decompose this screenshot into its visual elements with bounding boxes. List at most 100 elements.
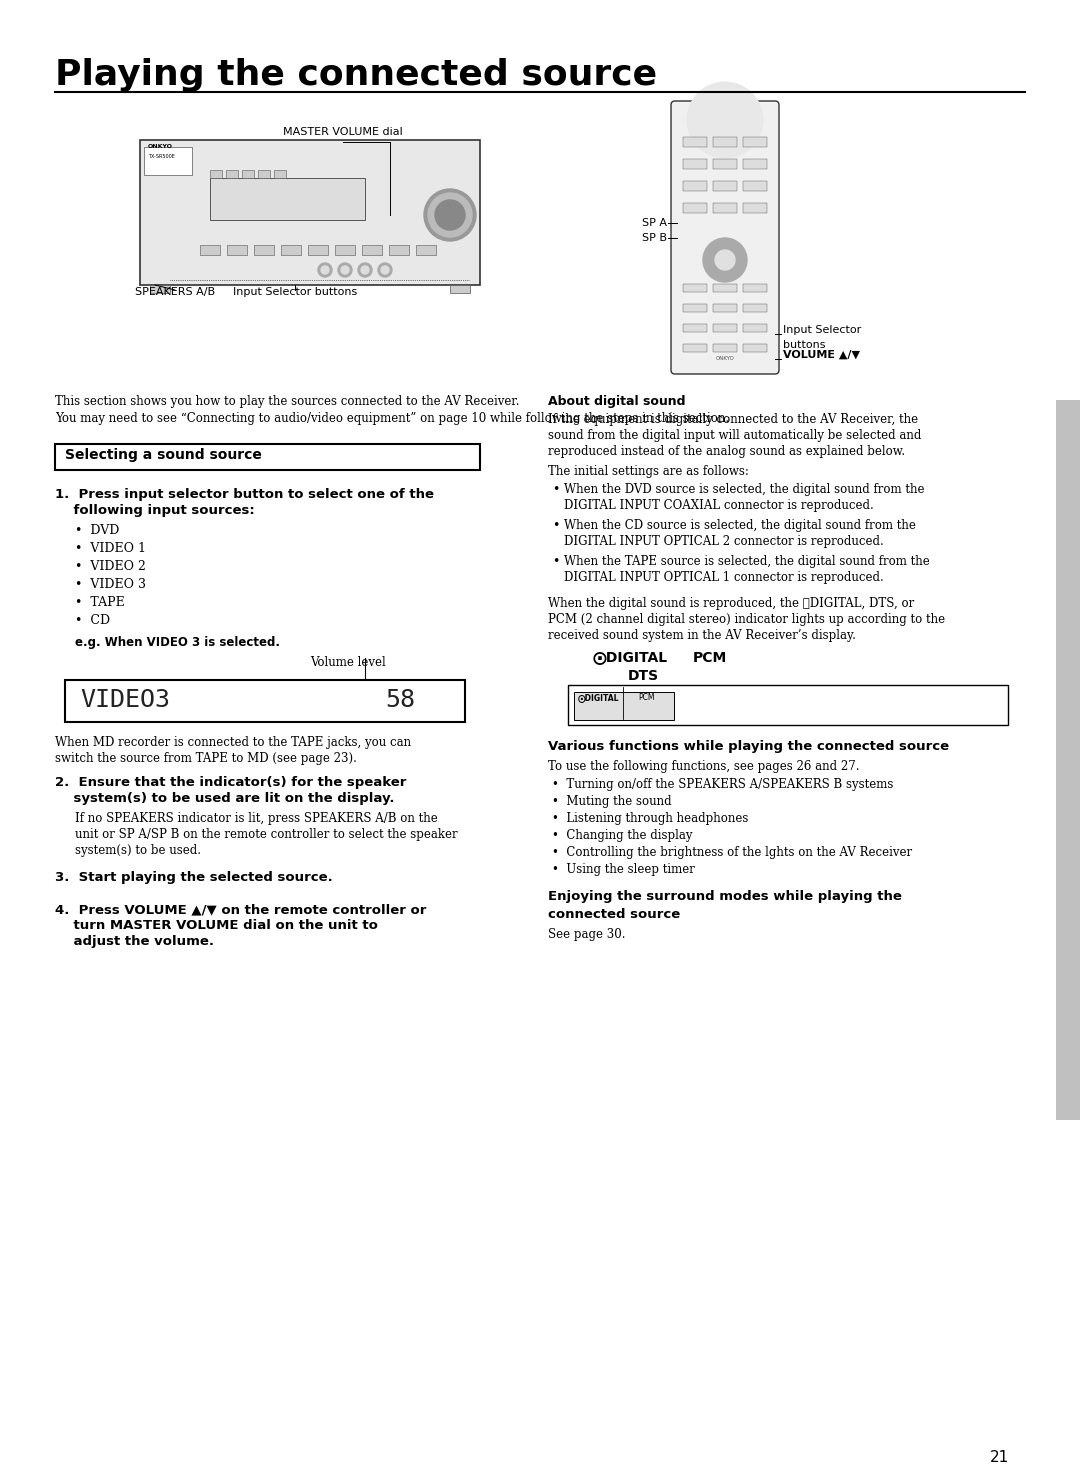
Text: PCM (2 channel digital stereo) indicator lights up according to the: PCM (2 channel digital stereo) indicator… — [548, 613, 945, 626]
Circle shape — [321, 266, 329, 275]
Text: When the TAPE source is selected, the digital sound from the: When the TAPE source is selected, the di… — [564, 555, 930, 568]
Bar — [226, 171, 238, 178]
Bar — [227, 245, 247, 255]
Bar — [416, 245, 436, 255]
Text: connected source: connected source — [548, 908, 680, 922]
Text: •  CD: • CD — [75, 614, 110, 628]
Text: •  Changing the display: • Changing the display — [552, 830, 692, 841]
Circle shape — [381, 266, 389, 275]
Circle shape — [361, 266, 369, 275]
Text: To use the following functions, see pages 26 and 27.: To use the following functions, see page… — [548, 760, 860, 773]
Text: You may need to see “Connecting to audio/video equipment” on page 10 while follo: You may need to see “Connecting to audio… — [55, 413, 729, 424]
Text: 21: 21 — [990, 1450, 1009, 1465]
Text: buttons: buttons — [783, 340, 825, 350]
Bar — [743, 203, 767, 214]
Circle shape — [357, 263, 372, 278]
Bar — [242, 171, 254, 178]
Bar — [713, 159, 737, 169]
Text: •  DVD: • DVD — [75, 524, 120, 537]
Text: Volume level: Volume level — [310, 656, 386, 669]
Text: If no SPEAKERS indicator is lit, press SPEAKERS A/B on the: If no SPEAKERS indicator is lit, press S… — [75, 812, 437, 825]
Text: •  VIDEO 3: • VIDEO 3 — [75, 577, 146, 591]
Text: switch the source from TAPE to MD (see page 23).: switch the source from TAPE to MD (see p… — [55, 752, 356, 764]
Bar — [713, 203, 737, 214]
Circle shape — [428, 193, 472, 237]
Bar — [743, 344, 767, 352]
Bar — [743, 137, 767, 147]
Text: TX-SR500E: TX-SR500E — [148, 154, 175, 159]
Text: e.g. When VIDEO 3 is selected.: e.g. When VIDEO 3 is selected. — [75, 637, 280, 649]
Text: SP B: SP B — [642, 233, 667, 243]
Text: Selecting a sound source: Selecting a sound source — [65, 448, 261, 462]
Bar — [144, 147, 192, 175]
Bar — [65, 680, 465, 723]
Text: The initial settings are as follows:: The initial settings are as follows: — [548, 464, 748, 478]
Text: Various functions while playing the connected source: Various functions while playing the conn… — [548, 741, 949, 752]
Text: ⨀DIGITAL: ⨀DIGITAL — [578, 693, 620, 702]
Text: •: • — [552, 482, 559, 496]
Bar — [150, 285, 170, 292]
FancyBboxPatch shape — [671, 101, 779, 374]
Bar — [281, 245, 301, 255]
Text: unit or SP A/SP B on the remote controller to select the speaker: unit or SP A/SP B on the remote controll… — [75, 828, 458, 841]
Bar — [335, 245, 355, 255]
Bar — [210, 171, 222, 178]
Text: VIDEO3: VIDEO3 — [80, 689, 170, 712]
Circle shape — [424, 188, 476, 240]
Text: Input Selector buttons: Input Selector buttons — [233, 286, 357, 297]
Text: •  Muting the sound: • Muting the sound — [552, 795, 672, 807]
Text: When MD recorder is connected to the TAPE jacks, you can: When MD recorder is connected to the TAP… — [55, 736, 411, 749]
Bar — [568, 686, 1008, 726]
Bar — [573, 692, 674, 720]
Bar — [210, 178, 365, 220]
Text: About digital sound: About digital sound — [548, 395, 686, 408]
Bar — [1056, 401, 1080, 1120]
Text: ⨀DIGITAL: ⨀DIGITAL — [593, 651, 669, 665]
Circle shape — [378, 263, 392, 278]
Bar — [713, 181, 737, 191]
Text: received sound system in the AV Receiver’s display.: received sound system in the AV Receiver… — [548, 629, 855, 643]
Text: •  Controlling the brightness of the lghts on the AV Receiver: • Controlling the brightness of the lght… — [552, 846, 913, 859]
Text: adjust the volume.: adjust the volume. — [55, 935, 214, 948]
Bar — [308, 245, 328, 255]
Text: ONKYO: ONKYO — [716, 356, 734, 361]
Text: 58: 58 — [384, 689, 415, 712]
Bar — [683, 304, 707, 312]
Bar — [254, 245, 274, 255]
Bar — [683, 203, 707, 214]
Bar — [362, 245, 382, 255]
Text: SP A: SP A — [642, 218, 667, 229]
Text: •  TAPE: • TAPE — [75, 597, 125, 608]
Bar — [683, 137, 707, 147]
Bar — [683, 283, 707, 292]
Text: DTS: DTS — [627, 669, 659, 683]
Bar — [389, 245, 409, 255]
Bar — [743, 159, 767, 169]
Bar — [743, 283, 767, 292]
Text: VOLUME ▲/▼: VOLUME ▲/▼ — [783, 350, 860, 361]
Bar — [743, 304, 767, 312]
Text: When the CD source is selected, the digital sound from the: When the CD source is selected, the digi… — [564, 519, 916, 531]
Bar — [200, 245, 220, 255]
Text: 4.  Press VOLUME ▲/▼ on the remote controller or: 4. Press VOLUME ▲/▼ on the remote contro… — [55, 902, 427, 916]
Text: MASTER VOLUME dial: MASTER VOLUME dial — [283, 128, 403, 137]
Text: sound from the digital input will automatically be selected and: sound from the digital input will automa… — [548, 429, 921, 442]
Text: •  Listening through headphones: • Listening through headphones — [552, 812, 748, 825]
Bar — [713, 304, 737, 312]
Text: DIGITAL INPUT OPTICAL 1 connector is reproduced.: DIGITAL INPUT OPTICAL 1 connector is rep… — [564, 571, 883, 585]
Text: •  VIDEO 2: • VIDEO 2 — [75, 559, 146, 573]
Text: Playing the connected source: Playing the connected source — [55, 58, 657, 92]
Text: 1.  Press input selector button to select one of the: 1. Press input selector button to select… — [55, 488, 434, 502]
Circle shape — [687, 82, 762, 157]
Text: following input sources:: following input sources: — [55, 505, 255, 516]
Bar — [683, 181, 707, 191]
Bar — [140, 139, 480, 285]
Bar — [683, 344, 707, 352]
Bar — [743, 181, 767, 191]
Circle shape — [715, 249, 735, 270]
Text: PCM: PCM — [693, 651, 727, 665]
Text: DIGITAL INPUT COAXIAL connector is reproduced.: DIGITAL INPUT COAXIAL connector is repro… — [564, 499, 874, 512]
Circle shape — [318, 263, 332, 278]
Text: •: • — [552, 555, 559, 568]
Bar — [713, 283, 737, 292]
